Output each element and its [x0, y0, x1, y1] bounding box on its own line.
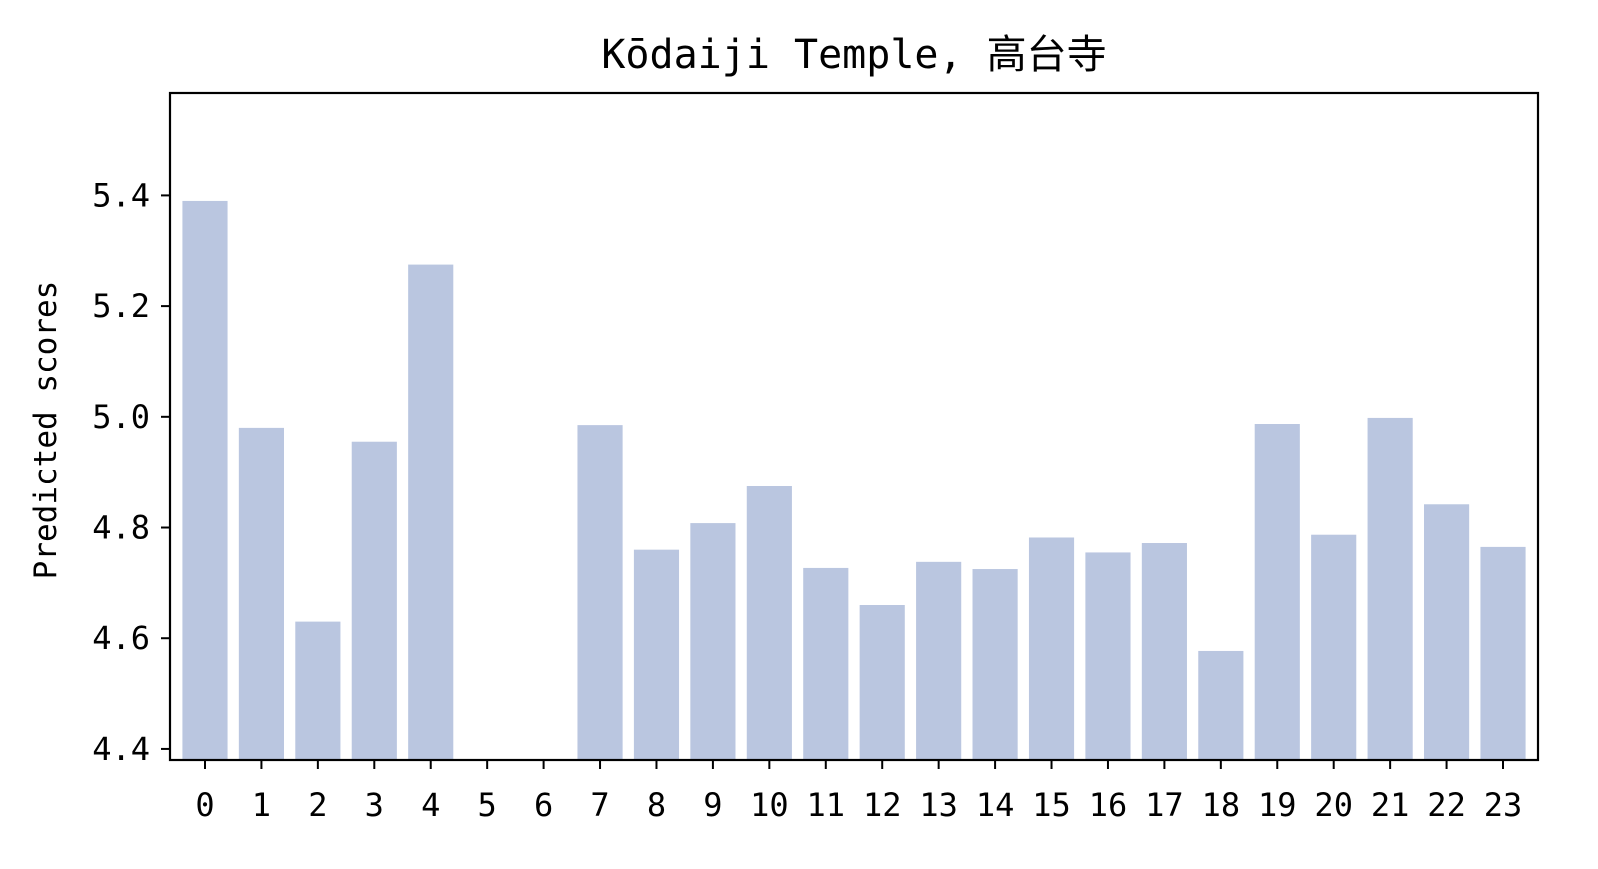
bar-16 [1085, 552, 1131, 760]
bar-8 [633, 549, 680, 760]
bar-10 [746, 486, 792, 760]
x-tick-label: 14 [976, 786, 1015, 824]
bar-0 [182, 200, 228, 761]
x-tick-label: 13 [919, 786, 958, 824]
y-tick-label: 5.0 [92, 398, 150, 436]
y-axis-ticks: 4.4 4.6 4.8 5.0 5.2 5.4 [92, 176, 170, 768]
x-tick-label: 7 [590, 786, 609, 824]
y-axis-title: Predicted scores [28, 281, 64, 580]
bar-11 [803, 567, 849, 760]
x-tick-label: 15 [1032, 786, 1071, 824]
x-tick-label: 16 [1089, 786, 1128, 824]
bar-9 [690, 523, 736, 760]
x-tick-label: 17 [1145, 786, 1184, 824]
x-tick-label: 12 [863, 786, 902, 824]
bar-21 [1367, 417, 1413, 760]
x-tick-label: 1 [252, 786, 271, 824]
x-tick-label: 21 [1371, 786, 1410, 824]
bar-7 [577, 425, 623, 760]
y-tick-label: 5.4 [92, 176, 150, 214]
y-tick-label: 5.2 [92, 287, 150, 325]
x-axis-ticks: 0 1 2 3 4 5 6 7 8 9 10 11 12 13 14 15 16 17 18 19 20 21 22 23 [195, 760, 1522, 824]
plot-frame [168, 91, 1540, 762]
bar-1 [238, 427, 284, 760]
bar-18 [1198, 650, 1244, 760]
x-tick-label: 11 [807, 786, 846, 824]
bar-17 [1141, 543, 1187, 760]
bar-19 [1254, 424, 1300, 760]
bar-13 [916, 561, 962, 760]
bars-group [182, 200, 1526, 761]
y-tick-label: 4.4 [92, 730, 150, 768]
x-tick-label: 0 [195, 786, 214, 824]
x-tick-label: 9 [703, 786, 722, 824]
bar-20 [1311, 534, 1357, 760]
x-tick-label: 18 [1202, 786, 1241, 824]
bar-14 [972, 569, 1018, 760]
chart-title: Kōdaiji Temple, 高台寺 [601, 32, 1106, 78]
x-tick-label: 22 [1427, 786, 1466, 824]
x-tick-label: 8 [647, 786, 666, 824]
bar-12 [859, 605, 905, 760]
bar-22 [1424, 504, 1470, 760]
x-tick-label: 23 [1484, 786, 1523, 824]
bar-3 [351, 441, 397, 760]
x-tick-label: 2 [308, 786, 327, 824]
x-tick-label: 3 [365, 786, 384, 824]
bar-2 [295, 621, 341, 760]
x-tick-label: 4 [421, 786, 440, 824]
x-tick-label: 19 [1258, 786, 1297, 824]
y-tick-label: 4.8 [92, 509, 150, 547]
x-tick-label: 20 [1314, 786, 1353, 824]
bar-23 [1480, 546, 1526, 760]
x-tick-label: 10 [750, 786, 789, 824]
bar-15 [1028, 537, 1075, 760]
x-tick-label: 5 [478, 786, 497, 824]
bar-4 [408, 264, 454, 760]
x-tick-label: 6 [534, 786, 553, 824]
y-tick-label: 4.6 [92, 619, 150, 657]
